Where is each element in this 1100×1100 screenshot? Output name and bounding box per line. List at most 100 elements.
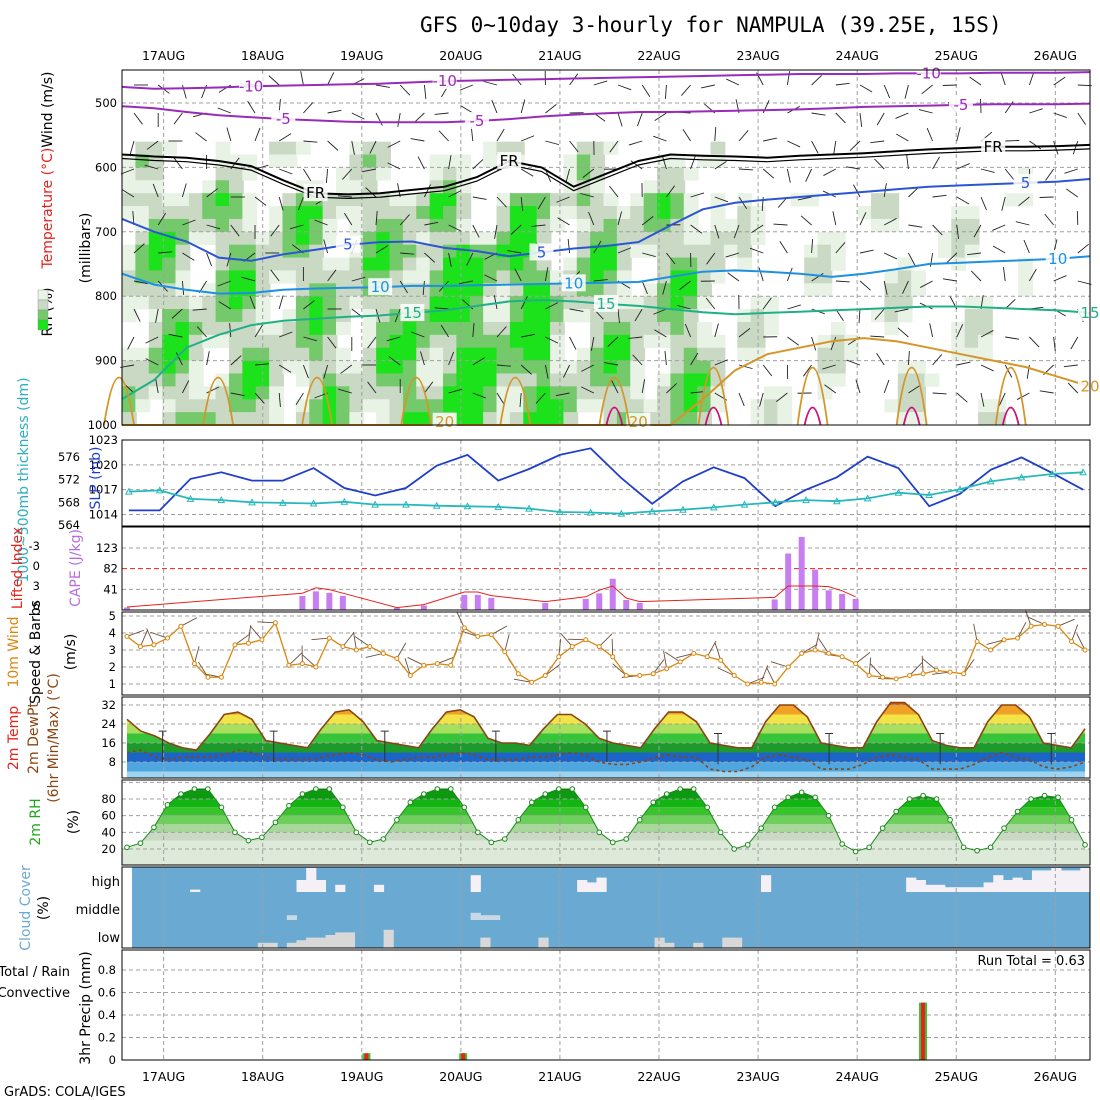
rh-cell (242, 206, 258, 220)
rh-cell (683, 347, 699, 361)
contour-label-bg (1045, 249, 1070, 267)
rh-cell (242, 386, 258, 400)
wind-barb (661, 155, 667, 170)
wind-barb (846, 359, 861, 366)
surface-wind-barb (491, 625, 508, 636)
wind-barb-axis-label: Speed & Barbs (28, 600, 44, 704)
rh-cell (697, 334, 712, 349)
rh-cell (670, 373, 686, 387)
rh-cell (616, 206, 632, 220)
wind-barb (323, 239, 329, 254)
wind-barb (779, 241, 788, 254)
rh-cell (255, 257, 271, 271)
rh-cell (630, 386, 646, 400)
wind-barb (483, 80, 498, 86)
rh-cell (148, 347, 164, 361)
rh-cell (416, 244, 432, 258)
rh-cell (576, 154, 592, 168)
rh-cell (389, 360, 405, 374)
rh-cell (269, 360, 284, 374)
rh-cell (416, 412, 432, 426)
rh-cell (282, 206, 298, 220)
rh-cell (523, 412, 539, 426)
rh-cell (670, 193, 686, 207)
thickness-marker (1017, 473, 1026, 481)
rh-cell (978, 399, 993, 413)
rh-cell (536, 386, 552, 400)
wind-barb (1004, 168, 1015, 181)
rh-band (126, 815, 1086, 824)
wind-barb (556, 196, 570, 203)
warm-contour (301, 376, 334, 426)
rh-cell (737, 193, 753, 207)
thickness-marker (832, 497, 841, 505)
mid-cloud-bar (480, 915, 491, 920)
precip-tick: 0 (109, 1053, 116, 1067)
wind-barb (181, 84, 187, 99)
rh-cell (402, 244, 418, 258)
rh-cell (122, 154, 137, 168)
rh-cell (336, 373, 351, 387)
wind-barb (805, 168, 813, 182)
rh-cell (951, 218, 967, 233)
wind-speed-marker (623, 673, 629, 678)
rh-cell (175, 334, 191, 349)
rh-cell (309, 257, 325, 271)
date-label-bottom: 17AUG (142, 1069, 185, 1084)
rh-cell (483, 283, 498, 297)
wind-barb (846, 166, 861, 170)
wind-barb (472, 196, 487, 200)
rh-marker (717, 829, 724, 836)
wind-barb (1066, 188, 1079, 198)
wind-barb (520, 99, 526, 114)
rh-marker (785, 794, 791, 801)
rh-cell (978, 309, 993, 323)
rh-cell (322, 296, 338, 310)
wind-barb (351, 112, 365, 120)
pressure-axis-label: (millibars) (78, 213, 94, 284)
wind-barb (883, 280, 888, 295)
surface-wind-barb (150, 631, 168, 639)
wind-barb (636, 112, 643, 127)
rh-cell (550, 193, 565, 207)
contour-label-bg (916, 64, 941, 82)
rh-cell (349, 218, 365, 233)
wind-barb (230, 392, 245, 397)
rh-cell (162, 360, 177, 374)
rh-cell (509, 141, 525, 155)
wind-barb (738, 328, 751, 338)
rh-cell (402, 206, 418, 220)
wind-barb (133, 308, 141, 322)
rh-cell (496, 283, 512, 297)
rh-cell (362, 244, 378, 258)
rh-cell (282, 257, 298, 271)
wind-barb (325, 168, 329, 183)
rh-legend-swatch (37, 299, 49, 311)
low-cloud-bar (296, 940, 307, 948)
rh-cell (978, 412, 993, 426)
rh-cell (322, 373, 338, 387)
wind-barb (302, 364, 309, 379)
wind-barb (173, 157, 183, 170)
rh-cell (496, 347, 512, 361)
rh-marker (232, 829, 238, 836)
wind-speed-marker (245, 640, 251, 646)
precip-axis-label: 3hr Precip (mm) (78, 951, 94, 1064)
date-label-top: 25AUG (935, 48, 978, 63)
rh-cell (804, 283, 819, 297)
surface-wind-barb (922, 658, 937, 671)
rh-cell (122, 193, 137, 207)
surface-wind-barb (513, 678, 532, 683)
rh-cell (389, 218, 405, 233)
rh-cell (429, 321, 445, 336)
thickness-marker (525, 504, 533, 512)
rh-cell (336, 206, 351, 220)
wind-barb (632, 354, 643, 366)
rh-cell (416, 321, 432, 336)
surface-wind-barb (770, 661, 789, 668)
rh-cell (978, 334, 993, 349)
rh-marker (326, 786, 333, 792)
cape-bars (123, 536, 859, 610)
wind-barb (182, 219, 196, 226)
